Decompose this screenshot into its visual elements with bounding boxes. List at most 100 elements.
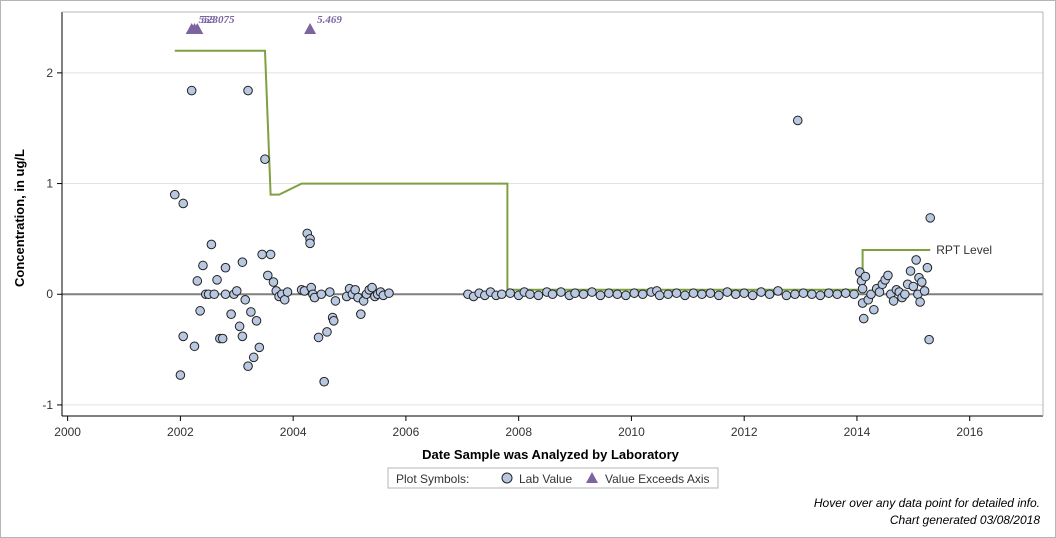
lab-value-point — [629, 288, 640, 298]
y-tick-label: 1 — [46, 177, 53, 191]
y-axis-label: Concentration, in ug/L — [12, 149, 27, 287]
lab-value-point — [671, 288, 682, 298]
lab-value-point — [911, 255, 921, 265]
lab-value-point — [231, 286, 242, 296]
lab-value-point — [257, 249, 267, 260]
lab-value-point — [305, 238, 315, 249]
lab-value-point — [714, 290, 724, 301]
lab-value-point — [260, 154, 270, 165]
exceed-marker — [191, 23, 204, 34]
lab-value-point — [612, 289, 623, 300]
lab-value-point — [747, 290, 758, 301]
lab-value-point — [905, 266, 916, 276]
lab-value-point — [587, 287, 597, 297]
lab-value-point — [925, 213, 936, 223]
lab-value-point — [189, 341, 200, 352]
lab-value-point — [924, 334, 934, 345]
exceed-marker — [304, 23, 317, 34]
lab-value-point — [282, 287, 293, 297]
lab-value-point — [209, 289, 220, 300]
lab-value-point — [739, 288, 749, 298]
lab-value-point — [254, 342, 265, 353]
lab-value-point — [237, 257, 248, 267]
generated-note: Chart generated 03/08/2018 — [889, 513, 1040, 527]
lab-value-point — [680, 290, 690, 301]
lab-value-point — [858, 313, 869, 324]
lab-value-point — [175, 370, 186, 380]
lab-value-point — [505, 288, 516, 298]
lab-value-point — [688, 288, 699, 298]
lab-value-point — [525, 289, 535, 300]
lab-value-point — [251, 316, 262, 326]
lab-value-point — [367, 282, 377, 293]
lab-value-point — [262, 270, 273, 281]
x-tick-label: 2002 — [167, 425, 194, 439]
x-axis-ticks: 2000 2002 2004 2006 2008 2010 2012 2014 2016 — [54, 416, 983, 439]
lab-value-point — [857, 283, 868, 294]
lab-value-point — [313, 332, 324, 343]
lab-value-point — [319, 376, 329, 387]
lab-value-point — [722, 287, 733, 297]
lab-value-point — [316, 289, 327, 300]
x-axis-label: Date Sample was Analyzed by Laboratory — [422, 447, 679, 462]
lab-value-point — [697, 289, 707, 300]
x-tick-label: 2010 — [618, 425, 645, 439]
gridlines — [62, 72, 1043, 406]
legend-item-exceeds-axis: Value Exceeds Axis — [605, 472, 710, 486]
lab-value-point — [860, 271, 871, 282]
y-tick-label: 0 — [46, 287, 53, 301]
lab-value-point — [237, 331, 248, 342]
lab-value-point — [384, 288, 394, 298]
lab-value-point — [178, 331, 189, 342]
lab-value-point — [919, 286, 930, 296]
exceed-value-label: 5.3075 — [204, 14, 235, 26]
x-tick-label: 2006 — [393, 425, 420, 439]
lab-value-point — [840, 288, 851, 298]
x-tick-label: 2004 — [280, 425, 307, 439]
x-tick-label: 2012 — [731, 425, 758, 439]
y-axis-ticks: -1 0 1 2 — [42, 66, 62, 412]
hover-note: Hover over any data point for detailed i… — [813, 496, 1040, 510]
rpt-level-label: RPT Level — [936, 243, 992, 257]
lab-value-point — [815, 290, 826, 301]
y-tick-label: -1 — [42, 398, 53, 412]
lab-value-point — [243, 85, 253, 96]
lab-value-point — [637, 289, 648, 300]
axes — [61, 11, 1044, 417]
lab-value-point — [246, 307, 256, 317]
legend-item-lab-value: Lab Value — [519, 472, 572, 486]
lab-value-point — [578, 289, 589, 300]
lab-value-point — [915, 297, 925, 307]
lab-value-point — [790, 289, 800, 300]
lab-value-point — [206, 239, 217, 250]
exceed-value-label: 5.2 — [199, 14, 213, 26]
exceed-value-label: 5.3 — [201, 14, 215, 26]
legend-triangle-icon — [586, 472, 598, 483]
lab-value-point — [832, 289, 843, 300]
lab-value-point — [620, 290, 631, 301]
lab-value-point — [234, 321, 245, 332]
x-tick-label: 2014 — [844, 425, 871, 439]
lab-value-point — [325, 287, 335, 297]
lab-value-point — [217, 333, 228, 344]
x-tick-label: 2008 — [505, 425, 532, 439]
lab-value-point — [328, 316, 339, 326]
lab-value-point — [798, 288, 809, 298]
lab-value-point — [533, 290, 544, 301]
lab-value-point — [823, 288, 834, 298]
lab-value-point — [268, 277, 279, 287]
legend-title: Plot Symbols: — [396, 472, 469, 486]
lab-value-point — [916, 277, 927, 287]
lab-value-point — [547, 289, 558, 300]
lab-value-point — [705, 288, 716, 298]
lab-value-point — [773, 286, 783, 296]
lab-value-point — [595, 290, 606, 301]
rpt-level-line — [174, 49, 931, 291]
lab-value-point — [883, 270, 893, 281]
lab-value-point — [226, 309, 236, 319]
lab-value-point — [781, 290, 792, 301]
legend-circle-icon — [501, 472, 513, 484]
lab-value-point — [663, 289, 673, 300]
